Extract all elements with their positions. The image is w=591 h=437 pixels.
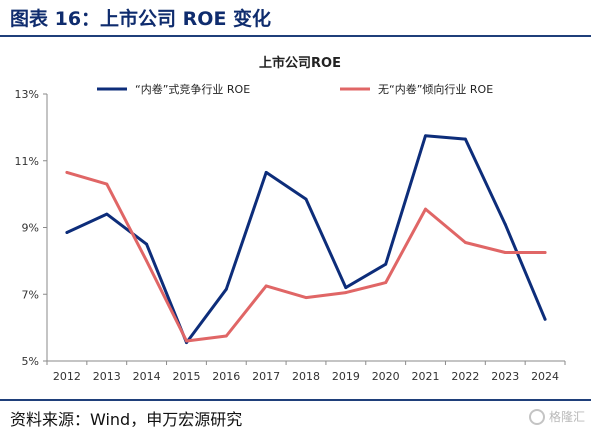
x-tick-label: 2021 — [412, 370, 440, 383]
watermark: 格隆汇 — [528, 408, 585, 425]
x-tick-label: 2015 — [172, 370, 200, 383]
legend: “内卷”式竞争行业 ROE 无“内卷”倾向行业 ROE — [97, 82, 493, 96]
series-1-point — [463, 137, 467, 141]
x-tick-label: 2020 — [372, 370, 400, 383]
x-tick-label: 2018 — [292, 370, 320, 383]
legend-label-1: “内卷”式竞争行业 ROE — [135, 82, 250, 96]
series-1-point — [344, 286, 348, 289]
y-tick-label: 11% — [15, 155, 39, 168]
chart-title: 上市公司ROE — [259, 55, 341, 71]
plot-area — [65, 134, 547, 345]
series-line-1 — [65, 134, 547, 345]
series-2-point — [424, 207, 427, 211]
series-2-point — [105, 182, 109, 186]
x-tick-label: 2024 — [531, 370, 559, 383]
series-1-point — [304, 197, 308, 201]
x-tick-label: 2012 — [53, 370, 81, 383]
series-1-point — [503, 222, 507, 226]
figure-title: 图表 16：上市公司 ROE 变化 — [10, 8, 272, 30]
series-2-point — [185, 339, 188, 343]
series-2-point — [543, 251, 547, 254]
series-2-point — [304, 296, 308, 299]
series-1-point — [145, 242, 149, 246]
series-2-point — [503, 251, 507, 254]
series-2-point — [344, 291, 348, 294]
x-tick-label: 2017 — [252, 370, 280, 383]
series-1-point — [264, 171, 268, 174]
legend-label-2: 无“内卷”倾向行业 ROE — [378, 82, 493, 96]
series-2-point — [264, 284, 268, 288]
x-tick-label: 2013 — [93, 370, 121, 383]
y-tick-label: 9% — [22, 222, 39, 235]
series-2-point — [463, 241, 467, 244]
axes: 5% 7% 9% 11% 13% 2012 2013 2014 2015 2016 2017 2018… — [15, 88, 566, 383]
y-tick-label: 7% — [22, 288, 39, 301]
series-1-point — [224, 287, 228, 291]
x-tick-label: 2019 — [332, 370, 360, 383]
x-tick-label: 2016 — [212, 370, 240, 383]
watermark-text: 格隆汇 — [548, 410, 585, 424]
series-1-point — [543, 317, 547, 321]
series-1-point — [105, 212, 109, 216]
x-tick-label: 2023 — [491, 370, 519, 383]
series-2-point — [65, 171, 69, 174]
y-tick-label: 5% — [22, 355, 39, 368]
x-tick-label: 2014 — [133, 370, 161, 383]
series-2-point — [384, 281, 388, 284]
series-2-point — [224, 334, 228, 338]
top-divider — [0, 35, 591, 37]
series-1-point — [384, 262, 388, 266]
x-tick-label: 2022 — [451, 370, 479, 383]
y-tick-label: 13% — [15, 88, 39, 101]
bottom-divider — [0, 399, 591, 401]
series-1-point — [65, 231, 69, 234]
series-1-point — [424, 134, 427, 138]
series-2-point — [145, 259, 149, 263]
watermark-logo-icon — [528, 408, 545, 425]
source-note: 资料来源：Wind，申万宏源研究 — [10, 410, 243, 429]
